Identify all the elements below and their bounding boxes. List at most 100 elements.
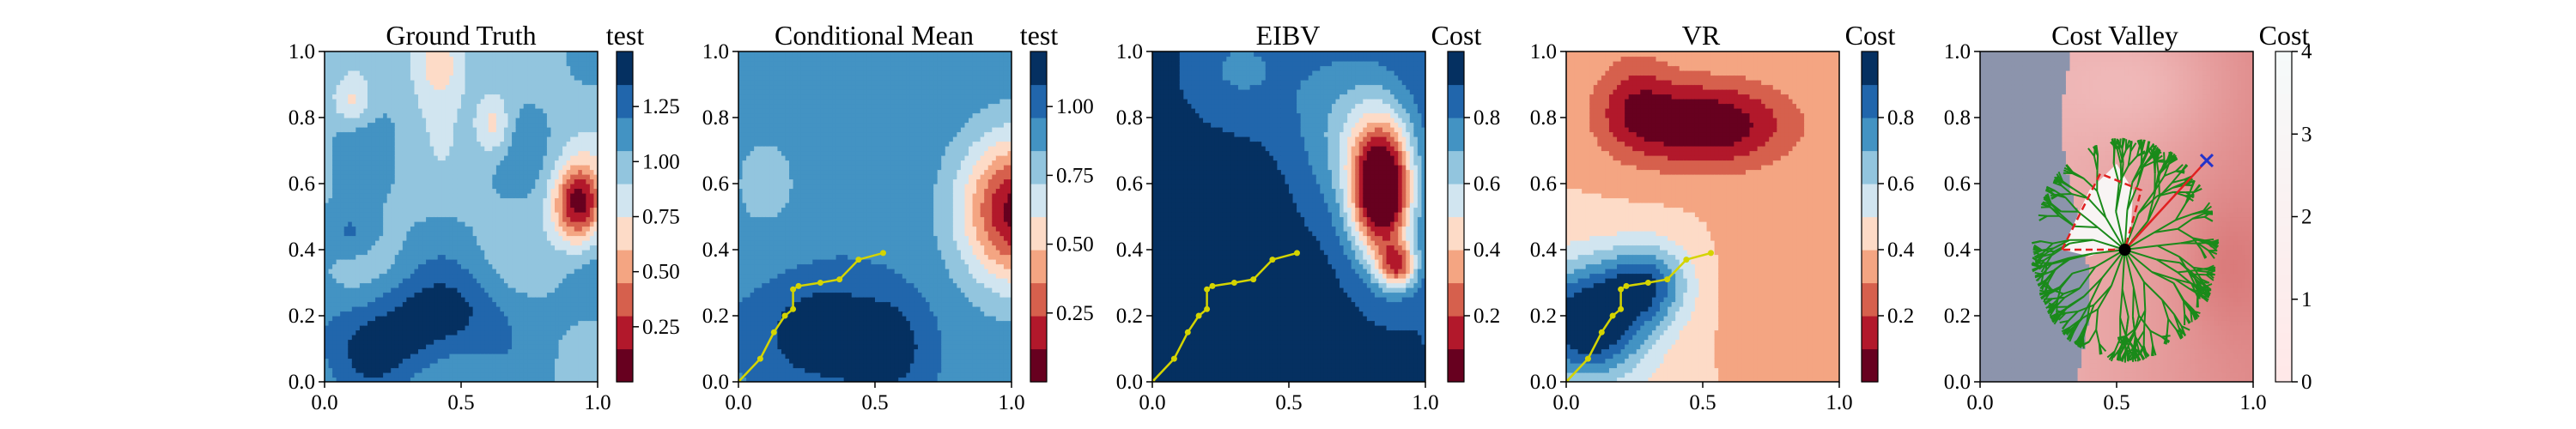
trajectory-point: [781, 312, 788, 319]
panel-cost-valley: Cost Valley Cost 0.0 0.5 1.0 0.0 0.2 0.4 0.6 0.…: [1944, 20, 2312, 414]
colorbar-segment: [1030, 216, 1047, 251]
tree-edge: [2193, 274, 2204, 285]
tree-edge: [2050, 288, 2064, 295]
y-tick-label: 0.0: [1530, 371, 1557, 394]
colorbar-segment: [2275, 216, 2292, 226]
tree-edge: [2181, 325, 2190, 331]
y-tick-label: 1.0: [1116, 40, 1143, 63]
colorbar-segment: [2275, 59, 2292, 69]
colorbar-segment: [2275, 109, 2292, 118]
tree-edge: [2042, 247, 2055, 257]
tree-edge: [2121, 249, 2126, 290]
tree-edge: [2163, 152, 2166, 163]
tree-edge: [2046, 185, 2056, 192]
tree-edge: [2147, 196, 2160, 222]
colorbar-segment: [2275, 118, 2292, 127]
tree-edge: [2032, 265, 2041, 271]
tree-edge: [2058, 214, 2075, 227]
tree-edge: [2127, 151, 2132, 166]
tree-edge: [2203, 205, 2212, 213]
tree-edge: [2083, 277, 2103, 298]
tree-edge: [2204, 239, 2215, 242]
colorbar-tick-label: 0.8: [1473, 106, 1500, 130]
tree-edge: [2147, 143, 2155, 153]
tree-edge: [2205, 274, 2215, 281]
colorbar-segment: [2275, 142, 2292, 152]
tree-edge: [2110, 249, 2126, 287]
colorbar-segment: [1448, 250, 1464, 284]
panel-ground-truth: Ground Truth test 0.0 0.5 1.0 0.0 0.2 0.4 0.6 0…: [289, 20, 680, 414]
tree-edge: [2112, 148, 2116, 164]
tree-edge: [2164, 170, 2177, 177]
tree-edge: [2143, 310, 2147, 331]
colorbar-segment: [617, 348, 633, 383]
tree-edge: [2196, 296, 2199, 308]
colorbar-segment: [617, 150, 633, 184]
trajectory-point: [790, 305, 797, 312]
trajectory-point: [1584, 355, 1591, 362]
panel-title: Cost Valley: [2051, 20, 2178, 51]
tree-edge: [2047, 269, 2057, 283]
tree-edge: [2041, 247, 2055, 251]
tree-edge: [2151, 345, 2154, 356]
x-tick-label: 0.0: [1552, 391, 1579, 414]
colorbar-segment: [1862, 250, 1878, 284]
tree-edge: [2117, 165, 2129, 184]
tree-edge: [2065, 311, 2078, 314]
colorbar-segment: [2275, 184, 2292, 193]
trajectory-point: [795, 282, 802, 289]
colorbar-segment: [2275, 332, 2292, 341]
colorbar-segment: [2275, 348, 2292, 358]
tree-edge: [2191, 282, 2204, 288]
tree-edge: [2062, 326, 2071, 335]
tree-edge: [2032, 257, 2041, 264]
colorbar-segment: [2275, 357, 2292, 366]
x-tick-label: 0.0: [1139, 391, 1165, 414]
planning-tree: [2031, 137, 2220, 363]
trajectory-point: [1184, 329, 1191, 335]
tree-edge: [2081, 341, 2090, 347]
tree-edge: [2117, 335, 2127, 341]
tree-edge: [2031, 262, 2041, 265]
tree-edge: [2093, 155, 2099, 171]
tree-edge: [2082, 178, 2098, 192]
colorbar-segment: [1448, 84, 1464, 118]
y-tick-label: 0.4: [702, 239, 730, 262]
colorbar-tick-label: 0.25: [1056, 302, 1094, 325]
x-tick-label: 1.0: [2239, 391, 2266, 414]
tree-edge: [2126, 182, 2134, 211]
tree-edge: [2044, 189, 2055, 196]
tree-edge: [2050, 203, 2062, 213]
colorbar-segment: [1448, 216, 1464, 251]
tree-edge: [2081, 308, 2099, 319]
tree-edge: [2177, 271, 2193, 285]
heatmap-field: [1566, 51, 1839, 382]
colorbar-label: test: [606, 20, 645, 51]
tree-edge: [2178, 256, 2195, 269]
tree-edge: [2072, 188, 2089, 200]
tree-edge: [2177, 269, 2195, 274]
trajectory-point: [1204, 305, 1211, 312]
trajectory-point: [1230, 280, 1237, 286]
tree-edge: [2065, 327, 2075, 335]
trajectory-point: [1269, 257, 1276, 263]
trajectory-point: [1708, 250, 1714, 257]
tree-edge: [2167, 318, 2178, 331]
tree-edge: [2038, 214, 2048, 221]
tree-edge: [2137, 345, 2145, 355]
tree-edge: [2153, 175, 2166, 193]
colorbar-segment: [2275, 150, 2292, 160]
tree-edge: [2044, 298, 2053, 305]
tree-edge: [2123, 209, 2129, 251]
tree-edge: [2064, 196, 2079, 213]
colorbar-segment: [1862, 150, 1878, 184]
tree-edge: [2200, 248, 2208, 258]
colorbar-segment: [2275, 159, 2292, 168]
colorbar-segment: [1862, 282, 1878, 317]
tree-edge: [2113, 337, 2122, 352]
trajectory-point: [1618, 305, 1625, 312]
tree-edge: [2049, 306, 2057, 317]
path-to-target: [2123, 160, 2208, 251]
tree-edge: [2174, 278, 2192, 285]
